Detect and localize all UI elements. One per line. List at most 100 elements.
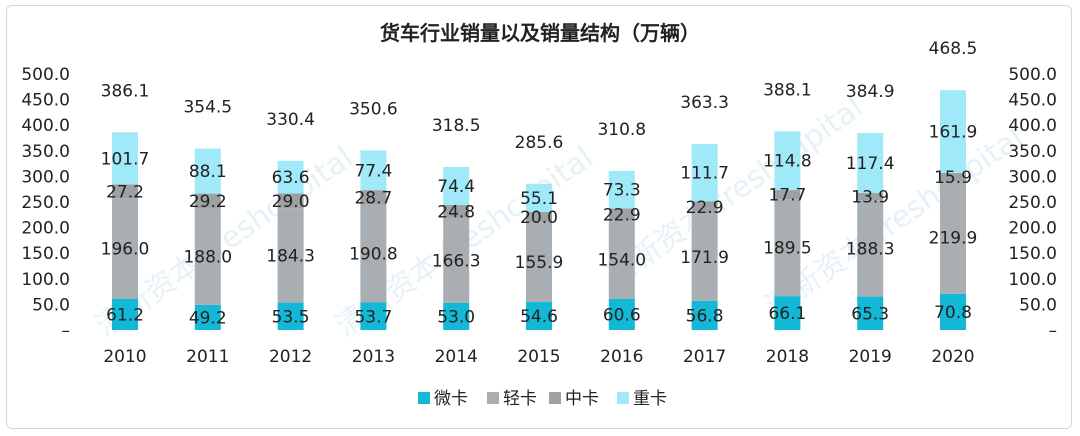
bar-segment — [112, 198, 138, 299]
bar-segment — [277, 208, 304, 303]
data-label: 111.7 — [680, 164, 729, 184]
bar-segment — [691, 212, 718, 301]
legend-label: 中卡 — [565, 389, 599, 409]
y-tick-label: 50.0 — [1019, 295, 1057, 315]
total-label: 388.1 — [763, 80, 812, 100]
bar-segment — [443, 302, 470, 330]
data-label: 29.0 — [272, 192, 310, 212]
y-tick-label: 500.0 — [21, 65, 70, 85]
data-label: 17.7 — [768, 186, 806, 206]
x-tick-label: 2019 — [849, 347, 892, 367]
data-label: 28.7 — [354, 188, 392, 208]
y-tick-label: 450.0 — [21, 91, 70, 111]
bar-segment — [360, 190, 387, 205]
y-tick-label: 300.0 — [1008, 167, 1057, 187]
x-tick-label: 2013 — [352, 347, 395, 367]
data-label: 49.2 — [189, 308, 227, 328]
data-label: 166.3 — [432, 251, 481, 271]
x-tick-label: 2010 — [103, 347, 146, 367]
data-label: 188.0 — [183, 248, 232, 268]
bar-segment — [443, 166, 470, 206]
bar-segment — [608, 298, 635, 330]
bar-segment — [608, 220, 635, 299]
data-label: 161.9 — [929, 123, 978, 143]
legend-label: 轻卡 — [503, 389, 537, 409]
legend-swatch — [617, 392, 629, 404]
data-label: 189.5 — [763, 239, 812, 259]
data-label: 70.8 — [934, 303, 972, 323]
bar-segment — [774, 296, 801, 330]
y-tick-label: 500.0 — [1008, 65, 1057, 85]
x-tick-label: 2017 — [683, 347, 726, 367]
bar-segment — [526, 211, 552, 223]
data-label: 56.8 — [686, 306, 724, 326]
legend-label: 微卡 — [434, 389, 468, 409]
y-tick-label: 450.0 — [1008, 91, 1057, 111]
bar-segment — [360, 150, 387, 191]
data-label: 88.1 — [189, 162, 227, 182]
y-tick-label: 150.0 — [1008, 244, 1057, 264]
bar-segment — [112, 298, 138, 330]
x-tick-label: 2020 — [931, 347, 974, 367]
y-tick-label: 350.0 — [21, 142, 70, 162]
bar-segment — [194, 148, 221, 194]
y-tick-label: 250.0 — [1008, 193, 1057, 213]
bar-segment — [194, 208, 221, 305]
bar-segment — [608, 208, 635, 221]
total-label: 350.6 — [349, 99, 398, 119]
total-label: 310.8 — [597, 120, 646, 140]
bar-segment — [774, 199, 801, 297]
bar-segment — [857, 296, 884, 330]
chart-frame — [6, 5, 1072, 429]
data-label: 184.3 — [266, 246, 315, 266]
y-tick-label: 350.0 — [1008, 142, 1057, 162]
y-tick-label: 50.0 — [32, 295, 70, 315]
legend-swatch — [549, 392, 561, 404]
y-tick-label: 300.0 — [21, 167, 70, 187]
bar-segment — [691, 201, 718, 213]
bar-segment — [277, 193, 304, 209]
y-tick-label: 250.0 — [21, 193, 70, 213]
labels-layer: 61.2 196.0 27.2 101.7 386.1 49.2 188.0 29.2 88.1… — [101, 39, 978, 328]
bar-segment — [526, 183, 552, 212]
bar-segment — [940, 173, 966, 182]
data-label: 188.3 — [846, 239, 895, 259]
data-label: 54.6 — [520, 307, 558, 327]
legend-swatch — [487, 392, 499, 404]
data-label: 22.9 — [603, 205, 641, 225]
data-label: 73.3 — [603, 181, 641, 201]
data-label: 24.8 — [437, 202, 475, 222]
x-tick-label: 2015 — [517, 347, 560, 367]
data-label: 53.7 — [354, 307, 392, 327]
data-label: 29.2 — [189, 192, 227, 212]
total-label: 384.9 — [846, 82, 895, 102]
bar-segment — [526, 302, 552, 330]
bar-segment — [608, 170, 635, 209]
total-label: 468.5 — [929, 39, 978, 59]
data-label: 74.4 — [437, 177, 475, 197]
legend: 微卡 轻卡 中卡 重卡 — [418, 389, 667, 409]
bar-segment — [194, 193, 221, 209]
bar-segment — [691, 300, 718, 330]
bar-segment — [360, 302, 387, 330]
y-tick-label: 200.0 — [21, 219, 70, 239]
y-axis-right: – 50.0 100.0 150.0 200.0 250.0 300.0 350.0 400.0… — [1008, 65, 1057, 341]
y-tick-label: – — [1049, 321, 1058, 341]
data-label: 154.0 — [597, 251, 646, 271]
data-label: 60.6 — [603, 305, 641, 325]
y-tick-label: 200.0 — [1008, 219, 1057, 239]
y-tick-label: 400.0 — [1008, 116, 1057, 136]
bar-segment — [940, 293, 966, 330]
data-label: 13.9 — [851, 188, 889, 208]
bar-segment — [112, 132, 138, 185]
bar-segment — [857, 193, 884, 201]
data-label: 55.1 — [520, 189, 558, 209]
bar-segment — [526, 222, 552, 303]
total-label: 285.6 — [515, 133, 564, 153]
total-label: 318.5 — [432, 116, 481, 136]
bar-segment — [360, 204, 387, 303]
bar-segment — [112, 184, 138, 199]
legend-swatch — [418, 392, 430, 404]
y-tick-label: – — [62, 321, 71, 341]
